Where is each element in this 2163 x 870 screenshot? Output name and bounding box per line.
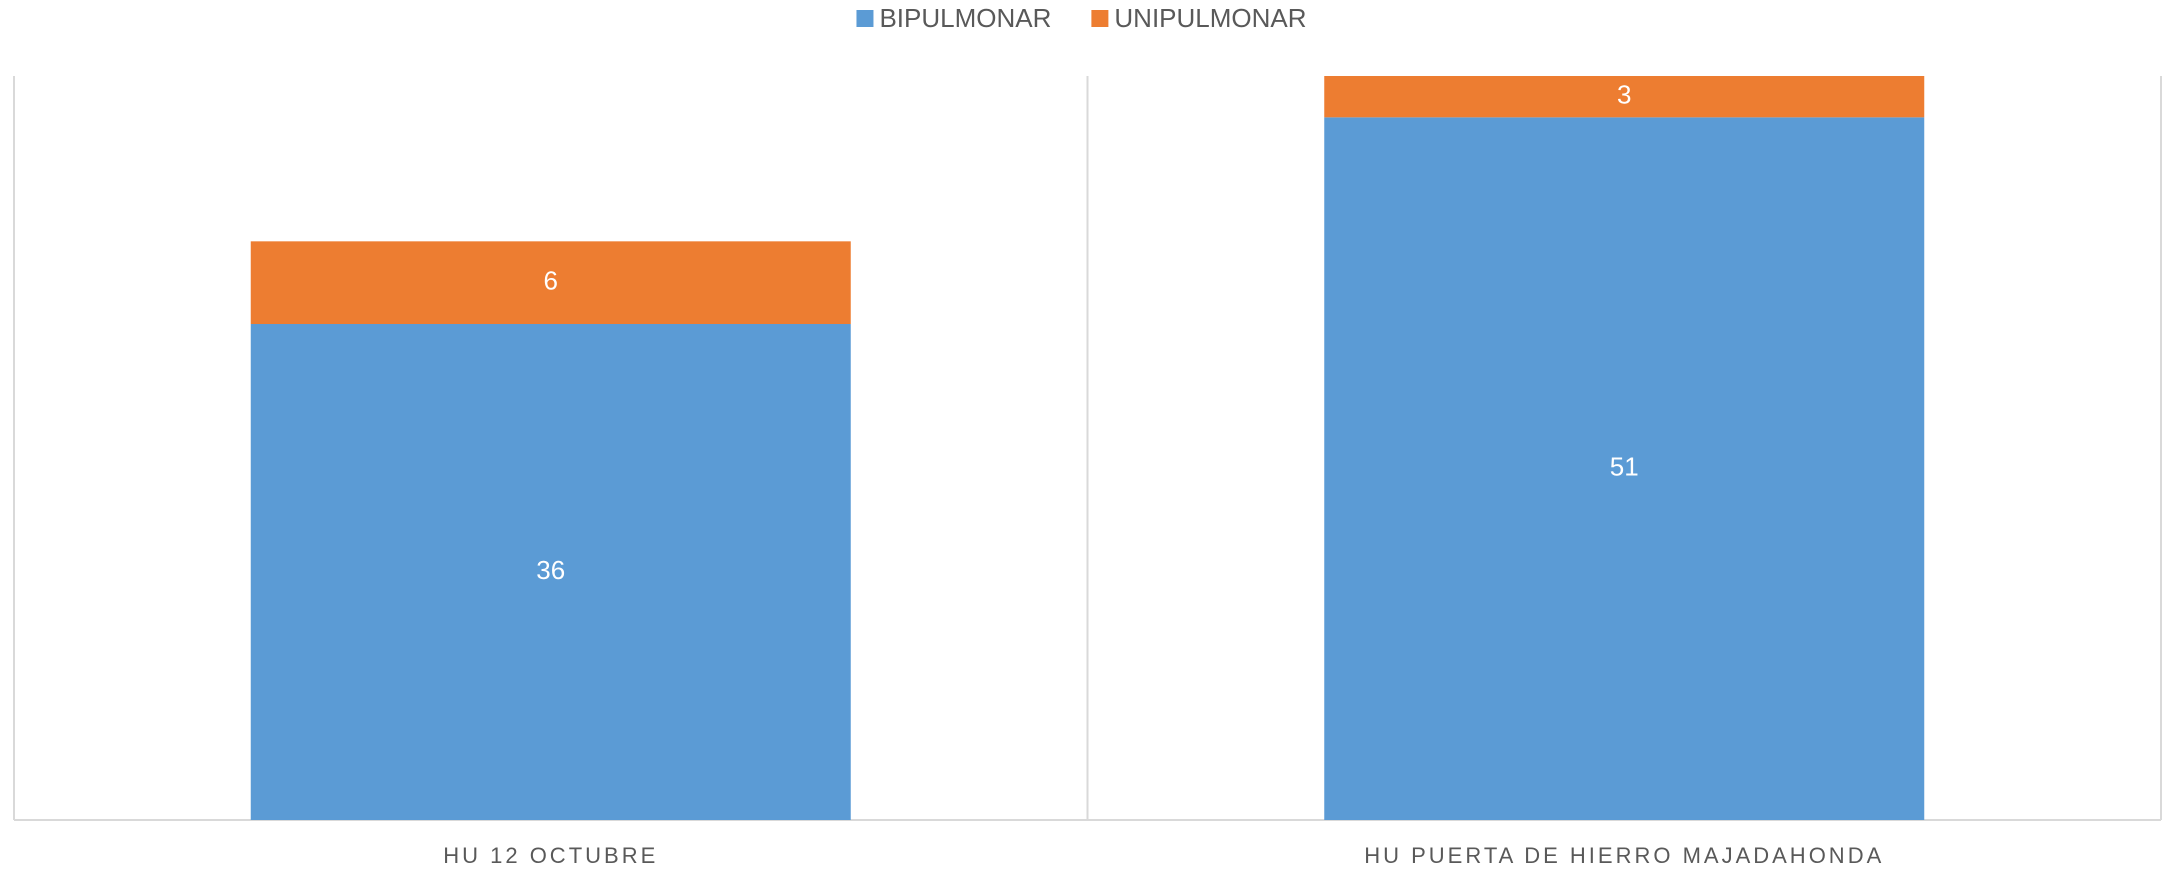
- data-label: 3: [1617, 80, 1631, 110]
- data-label: 36: [536, 555, 565, 585]
- bar-segment: [250, 241, 851, 324]
- bar-segment: [1324, 117, 1925, 821]
- bar-segment: [250, 324, 851, 820]
- x-tick-label: HU PUERTA DE HIERRO MAJADAHONDA: [1364, 843, 1884, 868]
- legend-label: UNIPULMONAR: [1114, 3, 1306, 33]
- legend-item: BIPULMONAR: [856, 3, 1051, 33]
- data-label: 51: [1610, 452, 1639, 482]
- legend-label: BIPULMONAR: [879, 3, 1051, 33]
- data-label: 6: [544, 266, 558, 296]
- legend-item: UNIPULMONAR: [1091, 3, 1307, 33]
- legend: BIPULMONAR UNIPULMONAR: [856, 3, 1307, 33]
- legend-swatch: [856, 10, 874, 27]
- x-tick-label: HU 12 OCTUBRE: [443, 843, 658, 868]
- bar-segment: [1324, 76, 1925, 118]
- legend-swatch: [1091, 10, 1109, 27]
